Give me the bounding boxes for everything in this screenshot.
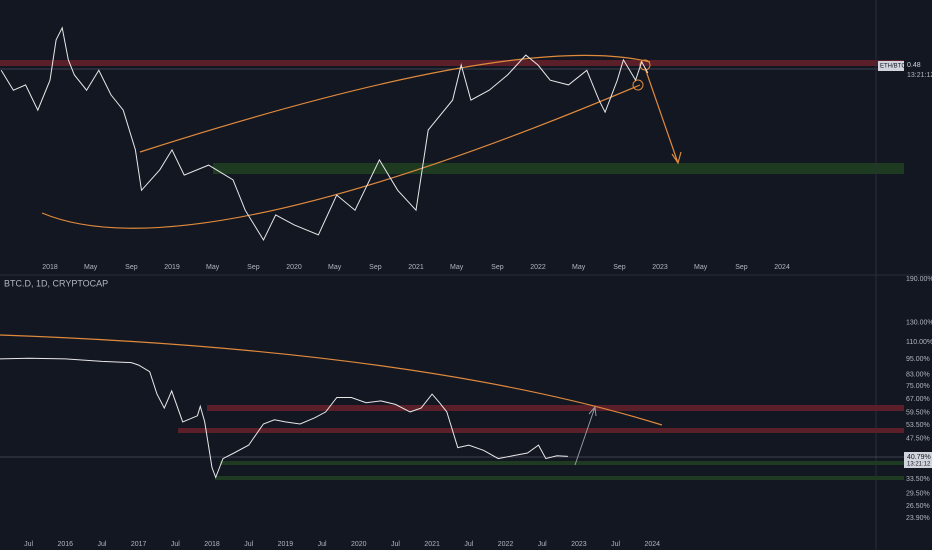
last-price: 0.48	[907, 62, 921, 69]
x-tick-label: 2021	[424, 541, 440, 548]
y-tick-label: 83.00%	[906, 371, 930, 378]
symbol-label: ETH/BTC	[880, 64, 906, 70]
x-tick-label: 2017	[131, 541, 147, 548]
x-tick-label: May	[206, 264, 220, 271]
x-tick-label: May	[450, 264, 464, 271]
bottom-drawings	[0, 334, 904, 480]
upper-arc	[139, 54, 651, 153]
resistance-zone	[178, 428, 904, 433]
price-line-series	[0, 26, 649, 242]
last-price: 40.79%	[907, 454, 931, 461]
y-tick-label: 130.00%	[906, 320, 932, 327]
x-tick-label: Jul	[244, 541, 253, 548]
last-price-box	[904, 452, 932, 468]
x-tick-label: Jul	[611, 541, 620, 548]
resistance-zone	[0, 60, 904, 66]
x-tick-label: 2018	[42, 264, 58, 271]
x-tick-label: Jul	[171, 541, 180, 548]
x-tick-label: Jul	[391, 541, 400, 548]
countdown: 13:21:12	[907, 462, 931, 468]
x-tick-label: Jul	[24, 541, 33, 548]
x-tick-label: 2019	[278, 541, 294, 548]
y-tick-label: 26.50%	[906, 503, 930, 510]
x-tick-label: 2018	[204, 541, 220, 548]
x-tick-label: May	[84, 264, 98, 271]
y-tick-label: 190.00%	[906, 276, 932, 283]
resistance-zone	[207, 405, 904, 411]
arrow	[574, 405, 597, 466]
y-tick-label: 110.00%	[906, 339, 932, 346]
x-tick-label: May	[328, 264, 342, 271]
x-tick-label: Sep	[735, 264, 748, 271]
x-tick-label: 2022	[530, 264, 546, 271]
x-tick-label: Jul	[98, 541, 107, 548]
support-zone	[220, 461, 904, 465]
x-tick-label: 2023	[652, 264, 668, 271]
x-tick-label: 2024	[774, 264, 790, 271]
symbol-box	[878, 61, 904, 71]
y-tick-label: 33.50%	[906, 476, 930, 483]
trend-curve	[0, 334, 663, 426]
y-tick-label: 47.50%	[906, 436, 930, 443]
x-tick-label: Jul	[318, 541, 327, 548]
symbol-title: BTC.D, 1D, CRYPTOCAP	[4, 278, 108, 288]
y-tick-label: 29.50%	[906, 491, 930, 498]
x-tick-label: Jul	[538, 541, 547, 548]
x-tick-label: Sep	[247, 264, 260, 271]
y-tick-label: 59.50%	[906, 410, 930, 417]
x-tick-label: 2023	[571, 541, 587, 548]
x-tick-label: 2021	[408, 264, 424, 271]
marker	[639, 59, 651, 71]
x-tick-label: 2016	[58, 541, 74, 548]
x-tick-label: Sep	[125, 264, 138, 271]
x-tick-label: May	[694, 264, 708, 271]
support-zone	[213, 163, 904, 174]
y-tick-label: 23.90%	[906, 515, 930, 522]
y-tick-label: 95.00%	[906, 356, 930, 363]
x-tick-label: May	[572, 264, 586, 271]
x-tick-label: Jul	[464, 541, 473, 548]
arrow	[644, 67, 682, 165]
x-tick-label: 2022	[498, 541, 514, 548]
x-tick-label: 2020	[351, 541, 367, 548]
y-tick-label: 67.00%	[906, 396, 930, 403]
x-tick-label: 2020	[286, 264, 302, 271]
support-zone	[215, 476, 904, 480]
countdown: 13:21:12	[907, 72, 932, 79]
y-tick-label: 75.00%	[906, 383, 930, 390]
top-drawings	[0, 54, 904, 229]
price-line-series	[0, 357, 568, 479]
lower-arc	[41, 84, 641, 229]
x-tick-label: Sep	[369, 264, 382, 271]
y-tick-label: 53.50%	[906, 422, 930, 429]
x-tick-label: Sep	[613, 264, 626, 271]
x-tick-label: 2019	[164, 264, 180, 271]
x-tick-label: 2024	[644, 541, 660, 548]
x-tick-label: Sep	[491, 264, 504, 271]
marker	[632, 79, 644, 91]
